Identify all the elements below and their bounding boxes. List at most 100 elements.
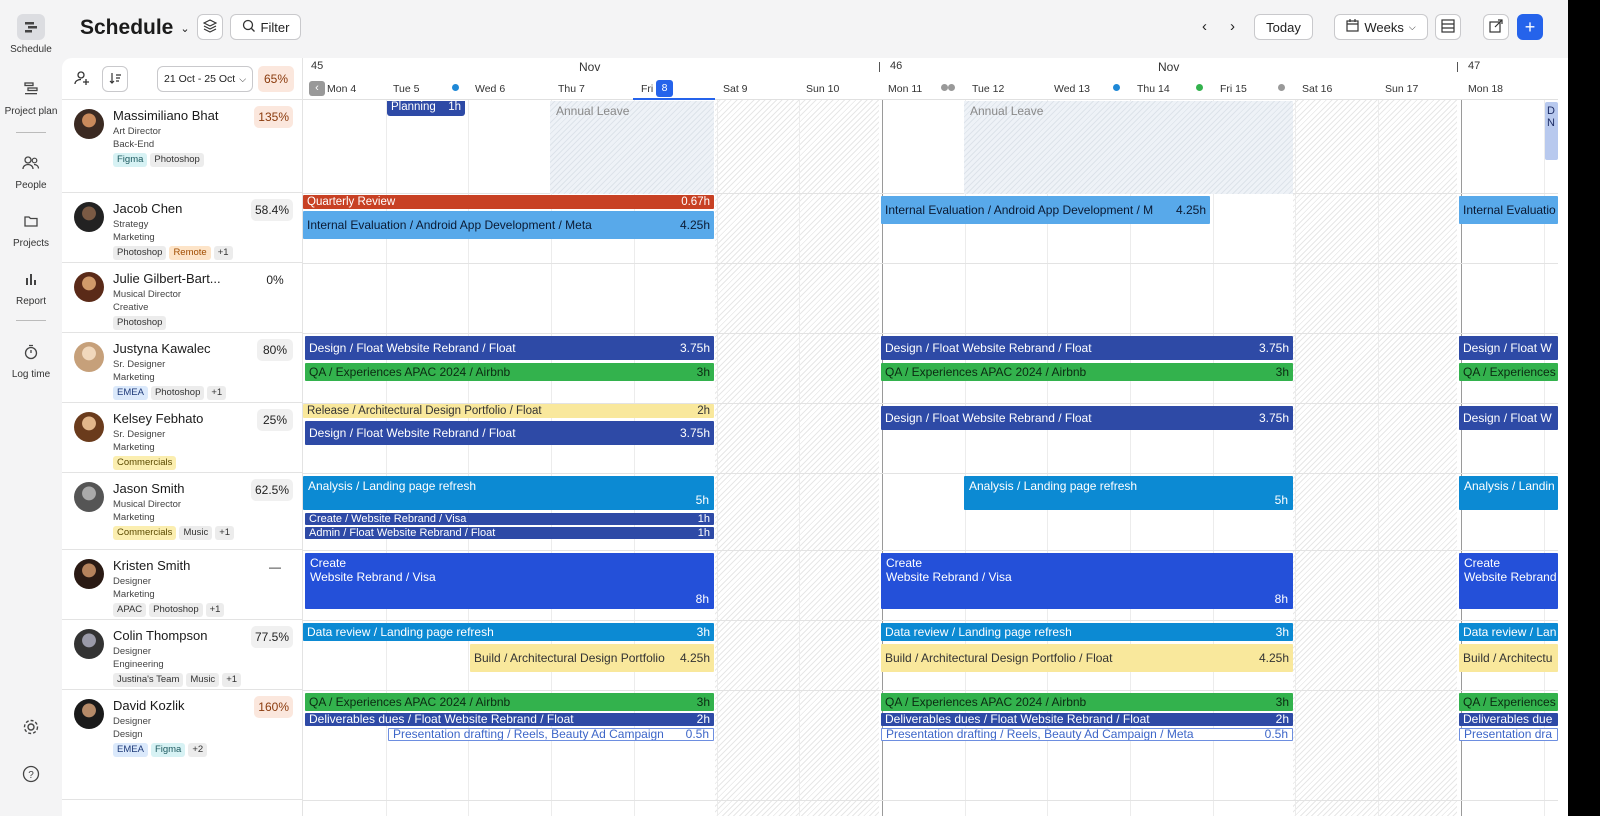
task-bar[interactable]: Data review / Landing page refresh 3h [303,623,714,641]
task-bar[interactable]: Internal Evaluatio [1459,196,1558,224]
weekend-column [715,100,879,816]
task-bar[interactable]: Deliverables due [1459,713,1558,726]
person-department: Marketing [113,512,155,523]
layers-button[interactable] [197,14,223,40]
task-bar[interactable]: Design / Float W [1459,336,1558,360]
task-hours: 3h [1275,365,1289,379]
person-row[interactable]: Kristen Smith Designer Marketing — APAC Photo… [62,550,303,620]
task-bar[interactable]: Data review / Lan [1459,623,1558,641]
person-row[interactable]: Massimiliano Bhat Art Director Back-End 135… [62,100,303,193]
task-bar[interactable]: Design / Float Website Rebrand / Float 3.… [881,406,1293,430]
layout-toggle-button[interactable] [1435,14,1461,40]
task-bar[interactable]: QA / Experiences [1459,363,1558,381]
task-bar[interactable]: Build / Architectural Design Portfolio /… [881,644,1293,672]
day-marker-dot [452,84,459,91]
nav-help[interactable]: ? [0,761,62,787]
task-bar[interactable]: Create Website Rebrand / Visa 8h [305,553,714,609]
task-bar[interactable]: Planning 1h [387,101,465,116]
avatar [74,699,104,729]
stopwatch-icon [17,339,45,365]
task-bar[interactable]: QA / Experiences APAC 2024 / Airbnb 3h [305,693,714,711]
page-title-dropdown[interactable]: Schedule ⌄ [80,16,190,40]
nav-project-plan[interactable]: Project plan [0,76,62,117]
task-name: Analysis / Landing page refresh [969,479,1138,493]
filter-button[interactable]: Filter [230,14,301,40]
person-name: Jason Smith [113,481,185,496]
person-row[interactable]: Jacob Chen Strategy Marketing 58.4% Photosho… [62,193,303,263]
next-arrow-icon[interactable]: › [1230,18,1235,35]
person-row[interactable]: Kelsey Febhato Sr. Designer Marketing 25% Co… [62,403,303,473]
task-bar[interactable]: Design / Float Website Rebrand / Float 3.… [305,421,714,445]
task-name-line: Create [1464,556,1501,570]
task-bar[interactable]: Analysis / Landing page refresh 5h [303,476,714,510]
task-bar[interactable]: Create Website Rebrand / Visa 8h [881,553,1293,609]
task-bar[interactable]: Analysis / Landing page refresh 5h [964,476,1293,510]
add-person-icon[interactable] [74,70,92,90]
person-row[interactable]: Colin Thompson Designer Engineering 77.5% Ju… [62,620,303,690]
month-label: Nov [1158,60,1180,74]
task-bar[interactable]: Analysis / Landin [1459,476,1558,510]
today-button[interactable]: Today [1254,14,1313,40]
task-bar[interactable]: Deliverables dues / Float Website Rebran… [305,713,714,726]
person-row[interactable]: Julie Gilbert-Bart... Musical Director Cre… [62,263,303,333]
task-bar[interactable]: Presentation drafting / Reels, Beauty Ad… [881,728,1293,741]
share-button[interactable] [1483,14,1509,40]
date-range-picker[interactable]: 21 Oct - 25 Oct ⌵ [157,66,253,92]
person-department: Creative [113,302,149,313]
person-name: David Kozlik [113,698,185,713]
task-bar[interactable]: Build / Architectural Design Portfolio 4.… [470,644,714,672]
nav-report[interactable]: Report [0,266,62,307]
nav-schedule[interactable]: Schedule [0,14,62,55]
task-bar[interactable]: Design / Float Website Rebrand / Float 3.… [881,336,1293,360]
person-row[interactable]: Jason Smith Musical Director Marketing 62.5… [62,473,303,550]
prev-arrow-icon[interactable]: ‹ [1202,18,1207,35]
task-bar[interactable]: Deliverables dues / Float Website Rebran… [881,713,1293,726]
task-bar[interactable]: Admin / Float Website Rebrand / Float 1h [305,527,714,539]
person-row[interactable]: Justyna Kawalec Sr. Designer Marketing 80% E… [62,333,303,403]
task-bar[interactable]: Presentation dra [1459,728,1558,741]
task-bar[interactable]: Design / Float Website Rebrand / Float 3.… [305,336,714,360]
task-bar[interactable]: QA / Experiences [1459,693,1558,711]
task-bar[interactable]: Presentation drafting / Reels, Beauty Ad… [388,728,714,741]
nav-people[interactable]: People [0,150,62,191]
nav-settings[interactable] [0,714,62,740]
task-bar[interactable]: Quarterly Review 0.67h [303,195,714,209]
task-bar[interactable]: Internal Evaluation / Android App Develo… [881,196,1210,224]
avatar [74,202,104,232]
task-bar[interactable]: Create / Website Rebrand / Visa 1h [305,513,714,525]
day-gridline [1544,100,1545,816]
weeks-dropdown[interactable]: Weeks ⌵ [1334,14,1428,40]
task-bar[interactable]: Design / Float W [1459,406,1558,430]
task-bar-partial[interactable]: D N [1545,102,1558,160]
day-label: Wed 6 [475,83,506,95]
scroll-left-button[interactable]: ‹ [309,81,325,96]
nav-projects[interactable]: Projects [0,208,62,249]
task-name: Build / Architectural Design Portfolio [474,651,665,665]
day-marker-dot [1278,84,1285,91]
person-role: Sr. Designer [113,359,166,370]
task-name: Design / Float W [1463,341,1552,355]
task-bar[interactable]: QA / Experiences APAC 2024 / Airbnb 3h [305,363,714,381]
people-toolbar: 21 Oct - 25 Oct ⌵ 65% [62,58,303,100]
add-button[interactable]: + [1517,14,1543,40]
task-bar[interactable]: Release / Architectural Design Portfolio… [303,404,714,418]
task-bar[interactable]: Data review / Landing page refresh 3h [881,623,1293,641]
tag: EMEA [113,743,148,757]
nav-log-time[interactable]: Log time [0,339,62,380]
day-gridline [1130,100,1131,816]
task-bar[interactable]: QA / Experiences APAC 2024 / Airbnb 3h [881,363,1293,381]
tag: Photoshop [149,603,203,617]
task-bar[interactable]: QA / Experiences APAC 2024 / Airbnb 3h [881,693,1293,711]
sort-button[interactable] [102,66,128,92]
annual-leave-block[interactable]: Annual Leave [550,101,714,194]
annual-leave-block[interactable]: Annual Leave [964,101,1293,194]
task-bar[interactable]: Internal Evaluation / Android App Develo… [303,211,714,239]
task-hours: 0.67h [681,196,710,208]
person-row[interactable]: David Kozlik Designer Design 160% EMEA Figma +… [62,690,303,800]
vertical-scrollbar[interactable] [1558,58,1568,816]
task-bar[interactable]: Build / Architectu [1459,644,1558,672]
task-hours: 4.25h [679,218,710,232]
schedule-icon [17,14,45,40]
week-number: 47 [1468,60,1481,72]
